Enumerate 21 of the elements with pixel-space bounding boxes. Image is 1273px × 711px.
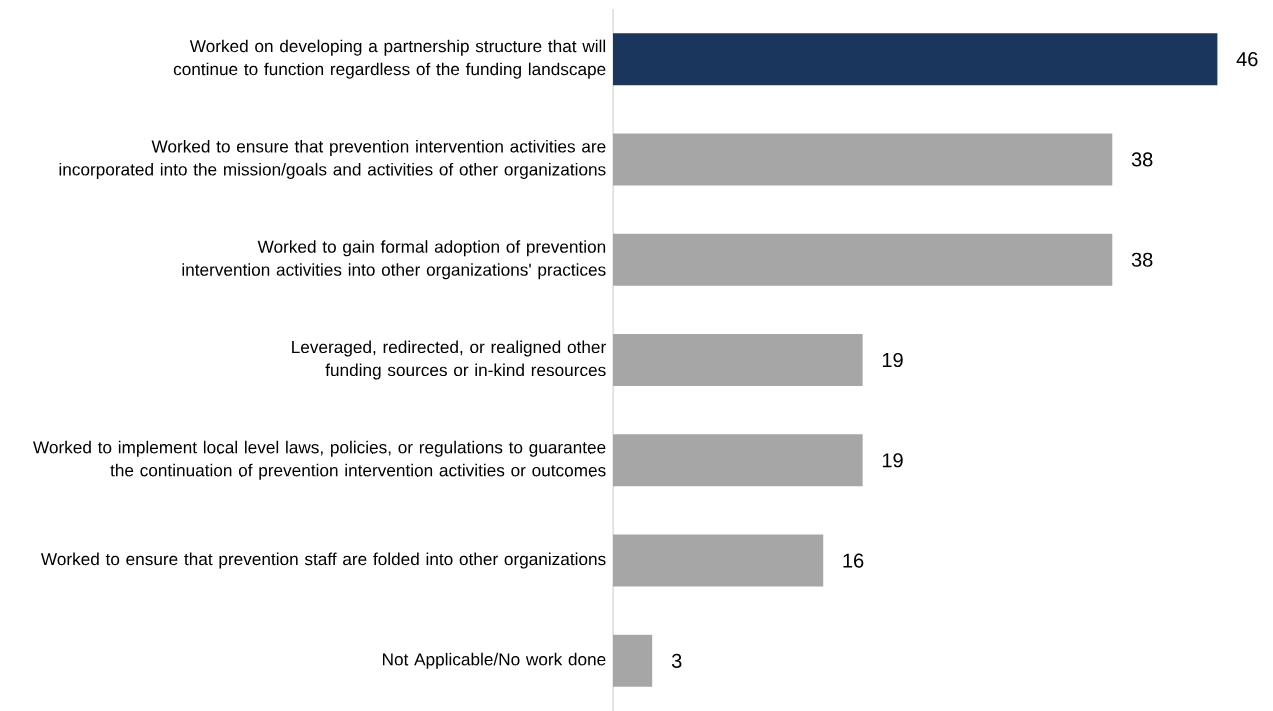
- bar: [613, 434, 863, 487]
- y-tick-label: Worked on developing a partnership structure that will continue to function regardless of the funding landscape: [173, 39, 606, 79]
- bar: [613, 133, 1113, 186]
- y-tick-label: Worked to ensure that prevention intervention activities are incorporated into the mission/goals and activities of other organizations: [59, 139, 606, 179]
- data-label: 38: [1131, 252, 1153, 267]
- bar: [613, 534, 824, 587]
- bar: [613, 634, 653, 687]
- y-tick-label: Worked to implement local level laws, policies, or regulations to guarantee the continuation of prevention intervention activities or outcomes: [33, 440, 606, 480]
- data-label: 19: [882, 352, 903, 368]
- data-label: 16: [843, 553, 864, 568]
- y-tick-label: Worked to gain formal adoption of prevention intervention activities into other organizations' practices: [182, 240, 606, 280]
- bar: [613, 33, 1218, 86]
- y-tick-label: Leveraged, redirected, or realigned other funding sources or in-kind resources: [292, 340, 606, 380]
- data-label: 3: [671, 653, 682, 668]
- y-tick-label: Not Applicable/No work done: [383, 652, 606, 669]
- y-tick-label: Worked to ensure that prevention staff are folded into other organizations: [40, 552, 606, 569]
- data-label: 19: [882, 453, 903, 468]
- bar: [613, 334, 863, 386]
- bar: [613, 233, 1113, 286]
- data-label: 38: [1131, 152, 1153, 167]
- data-label: 46: [1236, 52, 1258, 67]
